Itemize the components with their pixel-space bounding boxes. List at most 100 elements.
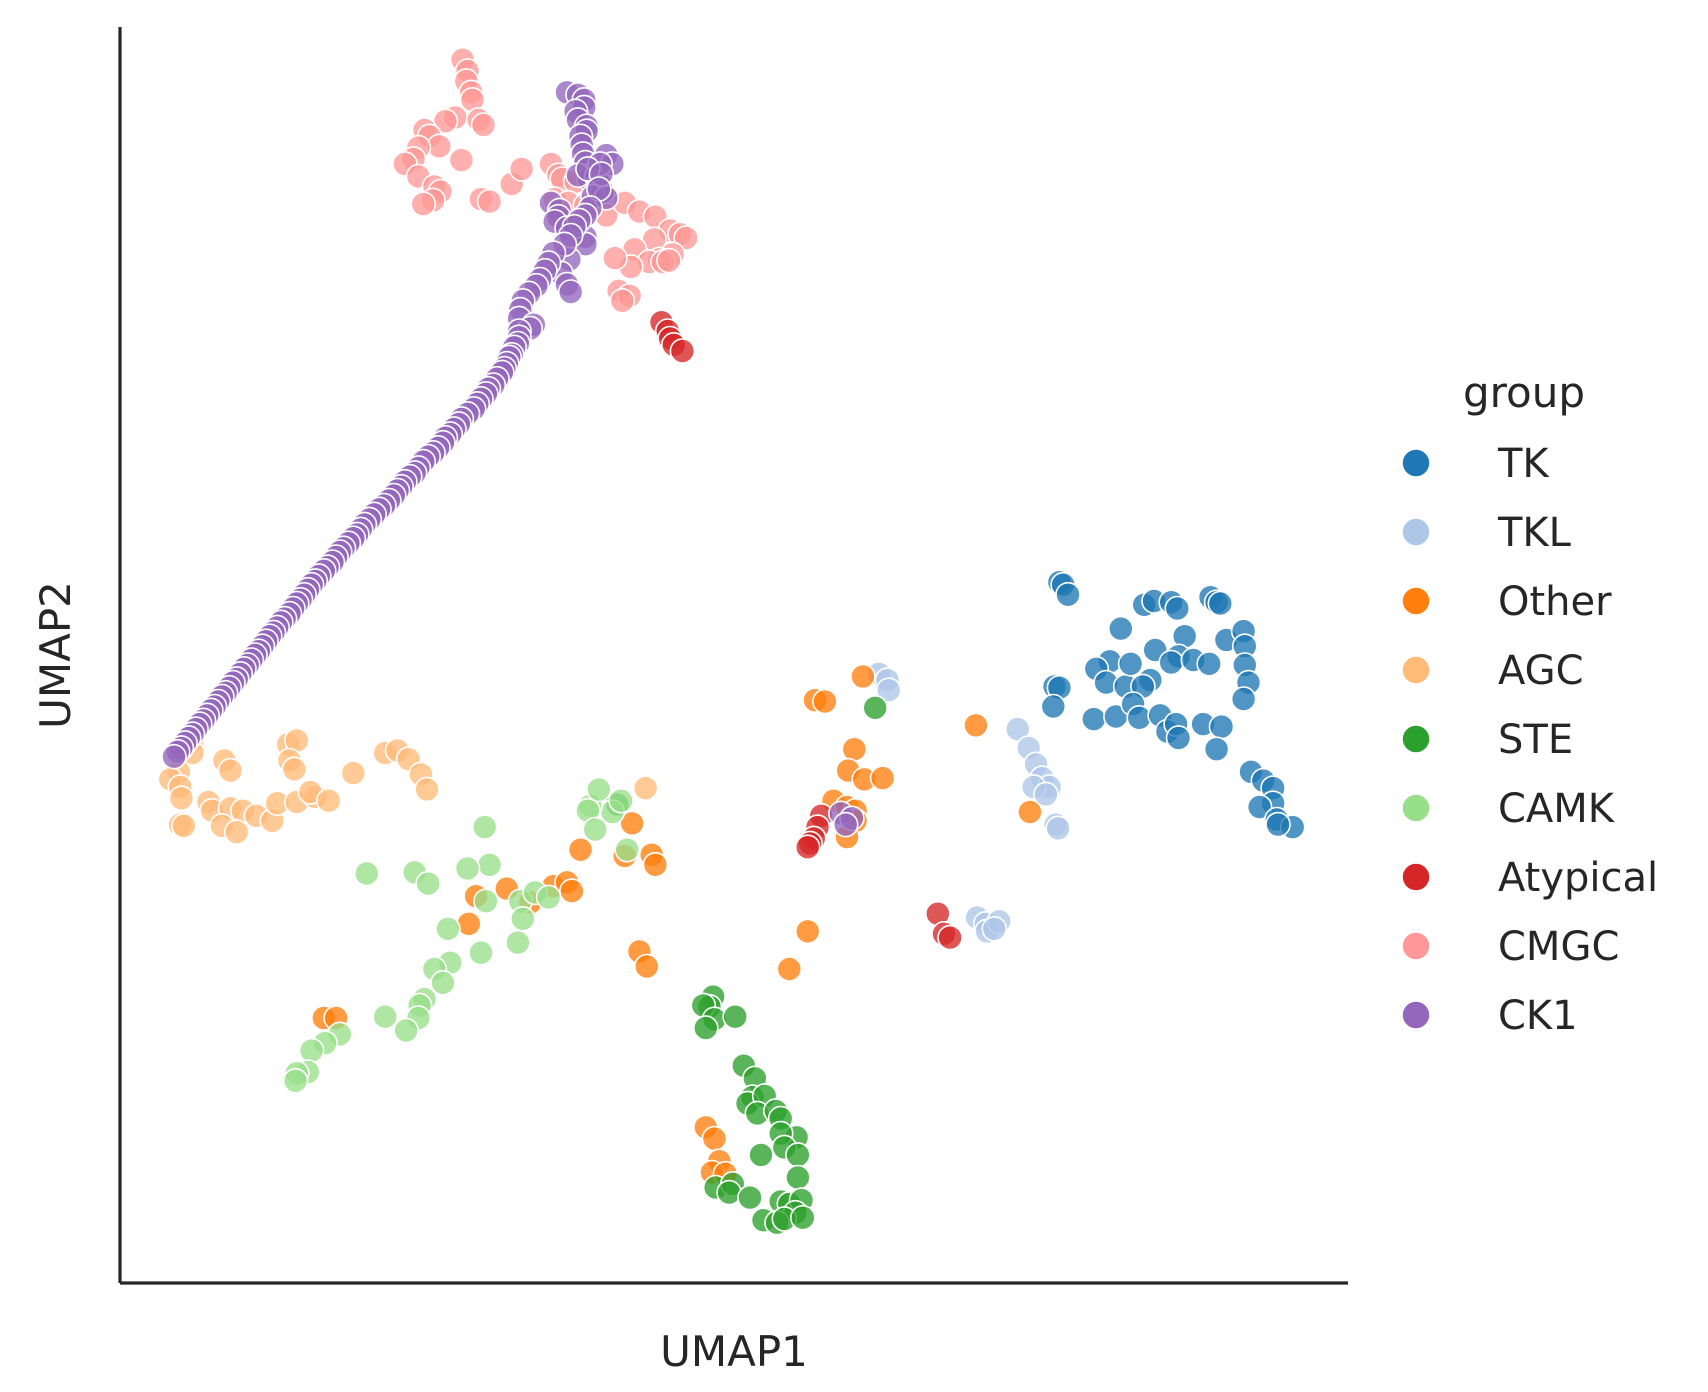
point-cmgc xyxy=(609,287,636,314)
point-camk xyxy=(614,836,641,863)
legend-marker xyxy=(1401,724,1431,754)
point-tk xyxy=(1196,650,1222,677)
legend-label: STE xyxy=(1498,717,1573,763)
point-cmgc xyxy=(410,191,437,217)
point-tk xyxy=(1265,811,1291,838)
legend-item-tkl: TKL xyxy=(1401,510,1572,556)
point-tkl xyxy=(981,915,1008,942)
point-ck1 xyxy=(832,811,859,838)
legend-item-camk: CAMK xyxy=(1401,786,1616,832)
point-tk xyxy=(1165,725,1192,751)
point-agc xyxy=(414,776,440,803)
legend-label: TK xyxy=(1497,441,1550,487)
point-ck1 xyxy=(161,743,187,770)
point-other xyxy=(1017,799,1043,825)
point-camk xyxy=(353,860,380,887)
point-ste xyxy=(722,1003,749,1030)
point-cmgc xyxy=(602,245,628,271)
point-other xyxy=(794,918,821,945)
legend: group TK TKL Other AGC STE CAMK Atypical CMGC CK… xyxy=(1401,368,1658,1039)
legend-label: TKL xyxy=(1497,510,1572,556)
point-other xyxy=(559,878,585,904)
point-agc xyxy=(340,760,367,786)
point-tkl xyxy=(1045,815,1071,842)
point-camk xyxy=(476,851,503,878)
point-camk xyxy=(582,816,609,843)
point-camk xyxy=(393,1017,419,1044)
point-tk xyxy=(1040,693,1067,720)
legend-marker xyxy=(1401,655,1431,685)
legend-item-atypical: Atypical xyxy=(1401,855,1658,901)
legend-marker xyxy=(1401,586,1431,616)
point-tk xyxy=(1158,649,1184,676)
point-agc xyxy=(632,775,659,801)
point-agc xyxy=(171,812,197,839)
point-ste xyxy=(785,1164,811,1191)
point-camk xyxy=(435,915,461,942)
point-agc xyxy=(168,785,195,812)
point-tkl xyxy=(1004,716,1031,742)
point-tkl xyxy=(875,677,902,704)
point-tk xyxy=(1081,706,1107,732)
point-agc xyxy=(281,756,308,783)
point-camk xyxy=(473,888,499,915)
point-agc xyxy=(217,757,244,784)
legend-item-ste: STE xyxy=(1401,717,1573,763)
point-tk xyxy=(1108,615,1134,642)
legend-title: group xyxy=(1463,368,1585,417)
point-ste xyxy=(692,1015,719,1041)
point-camk xyxy=(454,855,481,882)
point-atypical xyxy=(669,338,696,364)
point-cmgc xyxy=(656,247,682,274)
point-tk xyxy=(1164,595,1191,622)
point-other xyxy=(567,836,594,863)
legend-label: AGC xyxy=(1498,648,1584,694)
legend-label: Atypical xyxy=(1498,855,1658,901)
point-ck1 xyxy=(557,279,584,305)
point-atypical xyxy=(794,834,821,861)
legend-items: TK TKL Other AGC STE CAMK Atypical CMGC CK1 xyxy=(1401,441,1658,1039)
point-camk xyxy=(282,1068,309,1094)
points-layer xyxy=(157,46,1306,1236)
point-camk xyxy=(509,905,536,932)
point-camk xyxy=(608,787,634,814)
point-ste xyxy=(862,694,889,721)
point-agc xyxy=(223,819,250,845)
legend-label: CAMK xyxy=(1498,786,1616,832)
point-camk xyxy=(372,1003,399,1030)
series-agc xyxy=(157,727,659,845)
point-other xyxy=(841,736,868,763)
point-ste xyxy=(785,1142,811,1168)
series-atypical xyxy=(648,309,963,951)
point-other xyxy=(812,688,838,715)
series-tkl xyxy=(866,660,1071,945)
point-camk xyxy=(298,1037,325,1064)
legend-marker xyxy=(1401,517,1431,547)
point-ste xyxy=(716,1179,742,1206)
point-tk xyxy=(1117,650,1144,677)
legend-marker xyxy=(1401,1000,1431,1030)
legend-label: CK1 xyxy=(1498,993,1578,1039)
point-ste xyxy=(789,1204,816,1231)
point-cmgc xyxy=(508,156,535,182)
series-ck1 xyxy=(161,79,865,838)
point-cmgc xyxy=(476,188,503,215)
point-camk xyxy=(586,776,612,803)
legend-item-agc: AGC xyxy=(1401,648,1584,694)
legend-label: CMGC xyxy=(1498,924,1619,970)
point-camk xyxy=(505,929,531,956)
point-tk xyxy=(1246,794,1273,820)
point-other xyxy=(633,953,660,980)
point-other xyxy=(701,1125,728,1152)
legend-marker xyxy=(1401,931,1431,961)
point-camk xyxy=(471,814,498,840)
point-ste xyxy=(748,1142,774,1168)
point-other xyxy=(850,663,876,690)
legend-item-ck1: CK1 xyxy=(1401,993,1578,1039)
legend-marker xyxy=(1401,448,1431,478)
point-tkl xyxy=(1033,781,1059,808)
point-camk xyxy=(415,870,442,897)
point-tk xyxy=(1208,713,1235,740)
point-other xyxy=(963,712,989,739)
